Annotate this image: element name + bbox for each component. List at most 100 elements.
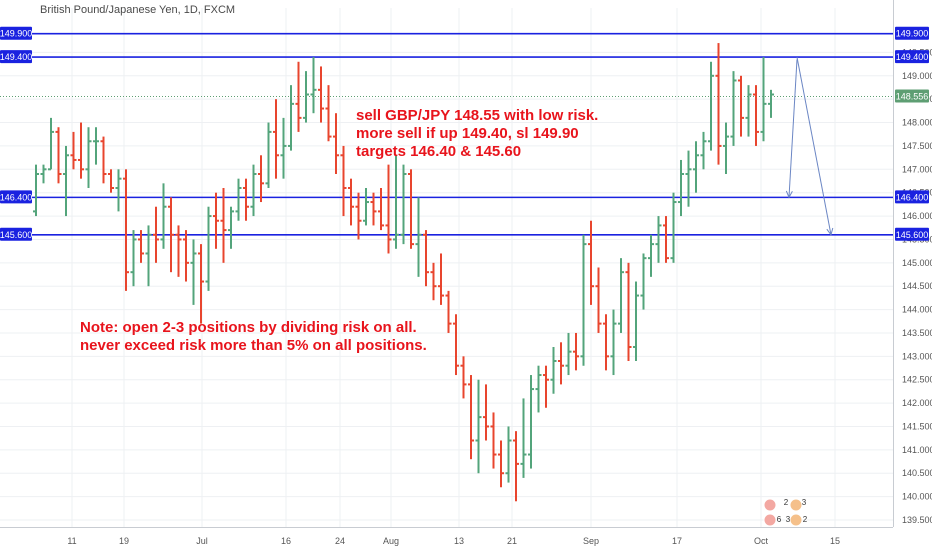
x-tick-label: Jul [196, 536, 208, 546]
level-tag-right [895, 227, 929, 241]
annotation-text: more sell if up 149.40, sl 149.90 [356, 125, 579, 142]
ohlc-bar [760, 57, 767, 142]
y-tick-label: 143.500 [902, 328, 932, 338]
ohlc-bar [738, 75, 744, 137]
ohlc-bar [550, 346, 557, 394]
ohlc-bar [625, 262, 632, 362]
ohlc-bar [228, 206, 234, 249]
level-tag-right [895, 190, 929, 204]
ohlc-bar [708, 61, 714, 151]
idea-badge-group[interactable] [763, 498, 803, 527]
ohlc-bar [475, 379, 482, 474]
ohlc-bar [160, 183, 167, 249]
idea-badge-count: 2 [784, 498, 789, 507]
y-tick-label: 141.000 [902, 445, 932, 455]
idea-badge-icon[interactable] [789, 513, 803, 527]
x-tick-label: Aug [383, 536, 399, 546]
ohlc-bar [220, 188, 227, 263]
level-tag-left-text: 145.600 [0, 230, 32, 240]
ohlc-bar [85, 127, 92, 189]
idea-badge-icon[interactable] [763, 513, 777, 527]
ohlc-bar [370, 192, 377, 226]
ohlc-bar [385, 164, 392, 254]
chart-title: British Pound/Japanese Yen, 1D, FXCM [40, 4, 235, 16]
level-tag-right [895, 26, 929, 40]
ohlc-bar [213, 192, 219, 249]
last-price-tag-text: 148.556 [896, 92, 929, 102]
ohlc-bar [340, 145, 347, 217]
level-tag-left-text: 149.900 [0, 29, 32, 39]
ohlc-bar [513, 431, 519, 502]
y-tick-label: 142.000 [902, 398, 932, 408]
ohlc-bar [685, 150, 692, 207]
ohlc-bar [355, 192, 362, 240]
ohlc-bar [745, 85, 752, 137]
ohlc-bar [640, 253, 647, 310]
ohlc-bar [693, 141, 699, 193]
level-tag-left [0, 227, 32, 241]
annotation-text: never exceed risk more than 5% on all po… [80, 337, 427, 354]
ohlc-bar [648, 234, 654, 277]
ohlc-bar [93, 127, 99, 165]
ohlc-bar [490, 412, 497, 469]
y-tick-label: 140.500 [902, 468, 932, 478]
ohlc-bar [573, 332, 579, 371]
ohlc-bar [175, 225, 182, 277]
ohlc-bar [565, 332, 572, 376]
x-tick-label: 11 [67, 536, 76, 546]
ohlc-bar [190, 239, 197, 305]
ohlc-bar [663, 216, 669, 263]
ohlc-bar [123, 169, 129, 291]
ohlc-bar [280, 117, 287, 179]
ohlc-bar [655, 216, 662, 263]
ohlc-bar [633, 281, 639, 362]
projection-arrow-head [785, 190, 793, 199]
ohlc-bar [400, 164, 407, 245]
ohlc-bar [558, 342, 564, 385]
projection-arrow-line[interactable] [788, 59, 798, 198]
ohlc-bar [310, 57, 317, 114]
x-tick-label: 24 [335, 536, 345, 546]
ohlc-bar [70, 131, 77, 170]
ohlc-bar [730, 71, 737, 146]
ohlc-bar [40, 164, 47, 184]
ohlc-bar [670, 192, 677, 263]
ohlc-bar [55, 127, 62, 184]
idea-badge-icon[interactable] [789, 498, 803, 512]
ohlc-bar [378, 188, 384, 231]
ohlc-bar [505, 426, 512, 483]
ohlc-bar [498, 440, 504, 488]
ohlc-bar [33, 164, 39, 217]
ohlc-bar [288, 85, 294, 151]
ohlc-bar [295, 61, 302, 132]
idea-badge-icon[interactable] [763, 498, 777, 512]
y-tick-label: 140.000 [902, 492, 932, 502]
y-tick-label: 148.000 [902, 118, 932, 128]
x-tick-label: 17 [672, 536, 682, 546]
x-tick-label: 21 [507, 536, 517, 546]
ohlc-bar [438, 253, 444, 305]
y-tick-label: 147.000 [902, 164, 932, 174]
ohlc-bar [468, 375, 474, 460]
idea-badge-count: 2 [803, 515, 808, 524]
projection-arrow-line[interactable] [796, 57, 832, 235]
ohlc-bar [363, 188, 369, 226]
level-tag-right-text: 145.600 [896, 230, 929, 240]
ohlc-bar [678, 159, 684, 217]
ohlc-bar [348, 178, 354, 226]
x-tick-label: 16 [281, 536, 291, 546]
ohlc-bar [535, 365, 542, 413]
level-tag-left [0, 26, 32, 40]
ohlc-bar [258, 155, 264, 203]
ohlc-bar [100, 136, 107, 184]
ohlc-bar [48, 117, 54, 171]
ohlc-bar [243, 178, 249, 221]
x-tick-label: 13 [454, 536, 464, 546]
y-tick-label: 145.000 [902, 258, 932, 268]
ohlc-bar [430, 262, 437, 301]
ohlc-bar [115, 169, 122, 212]
ohlc-bar [303, 71, 309, 123]
